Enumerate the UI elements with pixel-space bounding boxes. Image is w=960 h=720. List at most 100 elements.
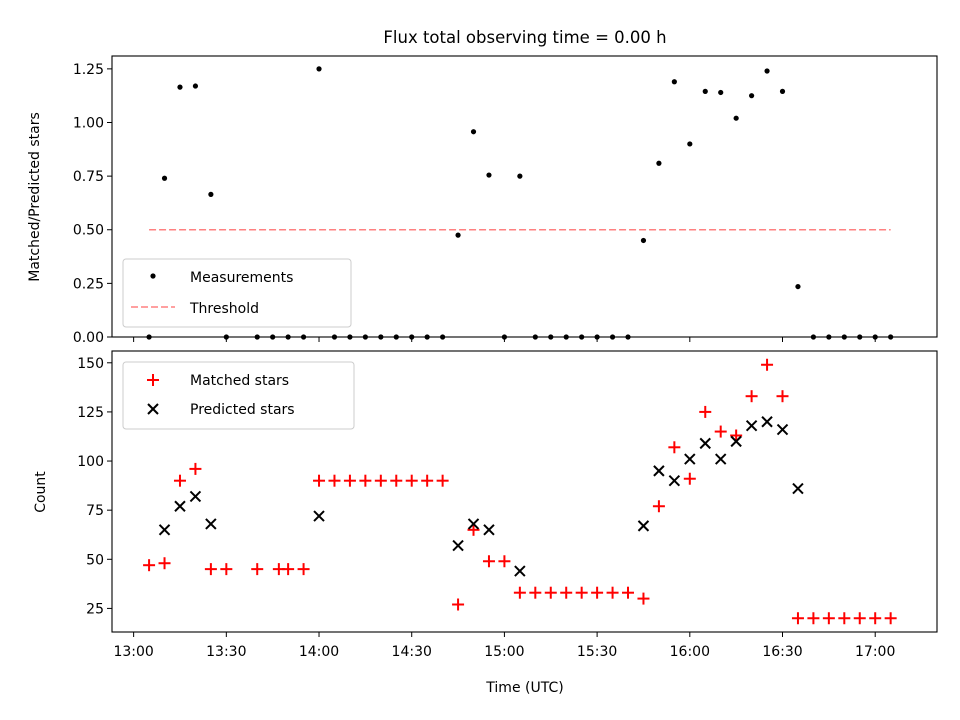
bottom-legend-box [122,361,355,430]
x-tick-label: 14:00 [299,644,339,660]
x-tick-label: 13:00 [113,644,153,660]
top-y-tick-label: 0.00 [73,330,104,346]
matched-stars-point [189,462,202,475]
matched-stars-point [791,612,804,625]
matched-stars-point [575,586,588,599]
matched-stars-point [714,425,727,438]
predicted-stars-point [189,490,202,503]
matched-stars-point [282,563,295,576]
measurement-point [517,173,523,179]
top-y-tick-label: 0.75 [73,169,104,185]
x-tick-label: 14:30 [392,644,432,660]
bottom-y-tick-label: 50 [86,552,104,568]
matched-stars-point [529,586,542,599]
top-plot-frame [111,55,938,338]
legend-threshold-label: Threshold [189,301,259,317]
x-tick-label: 16:30 [762,644,802,660]
predicted-stars-point [653,465,665,477]
matched-stars-point [297,563,310,576]
matched-stars-point [452,598,465,611]
matched-stars-point [761,358,774,371]
matched-stars-point [173,474,186,487]
bottom-legend: Matched stars Predicted stars [122,361,355,430]
measurement-point [671,79,677,85]
measurement-point [455,232,461,238]
matched-stars-point [560,586,573,599]
predicted-stars-point [776,423,789,436]
matched-stars-point [544,586,557,599]
bottom-y-tick-label: 150 [77,356,104,372]
top-legend-box [122,258,352,328]
matched-stars-point [143,559,156,572]
predicted-stars-point [761,416,773,428]
bottom-panel: Count Time (UTC) 25 50 75 100 125 150 13:00 13:… [33,350,938,696]
matched-stars-point [498,555,511,568]
predicted-stars-point [699,437,711,450]
matched-stars-point [745,390,758,403]
bottom-y-tick-label: 100 [77,454,104,470]
top-y-tick-label: 1.25 [73,62,104,78]
top-legend: Measurements Threshold [122,258,352,328]
measurement-point [161,175,168,181]
matched-stars-point [328,474,341,487]
top-panel: Flux total observing time = 0.00 h Match… [27,28,938,346]
matched-stars-point [374,474,387,487]
predicted-stars-point [514,565,526,577]
measurement-point [486,172,492,178]
top-chart-title: Flux total observing time = 0.00 h [383,28,666,47]
matched-stars-point [313,474,326,487]
matched-stars-point [683,472,696,485]
measurement-point [764,68,770,74]
predicted-stars-point [668,474,681,487]
matched-stars-point [776,390,789,403]
predicted-stars-point [174,500,186,512]
predicted-stars-point [792,482,804,495]
matched-stars-point [699,405,712,418]
predicted-stars-point [715,453,727,465]
predicted-stars-point [637,520,650,532]
predicted-stars-point [745,419,758,432]
matched-stars-point [343,474,356,487]
matched-stars-point [482,555,495,568]
bottom-y-axis-label: Count [33,471,49,513]
matched-stars-point [220,563,233,576]
top-y-tick-label: 0.50 [73,223,104,239]
measurement-point [640,237,647,244]
bottom-plot-frame [111,350,938,633]
matched-stars-point [869,612,882,625]
x-tick-label: 16:00 [670,644,710,660]
legend-measurements-marker [150,273,156,279]
measurement-point [795,283,801,290]
measurement-point [718,89,724,96]
measurement-point [192,83,199,89]
predicted-stars-point [452,539,464,552]
measurement-point [749,93,755,99]
matched-stars-point [251,563,264,576]
matched-stars-point [467,523,480,536]
legend-matched-marker [147,374,159,386]
matched-stars-point [436,474,449,487]
measurement-point [702,88,708,94]
matched-stars-point [158,557,171,570]
matched-stars-point [390,474,403,487]
measurement-point [656,160,662,166]
matched-stars-point [606,586,619,599]
matched-stars-point [884,612,897,625]
x-tick-label: 17:00 [855,644,895,660]
legend-measurements-label: Measurements [190,270,293,286]
bottom-y-tick-label: 125 [77,405,104,421]
predicted-stars-point [730,435,742,448]
x-axis-label: Time (UTC) [485,680,563,696]
predicted-stars-point [467,518,480,530]
measurement-point [208,191,214,197]
matched-stars-point [405,474,418,487]
bottom-y-tick-label: 25 [86,601,104,617]
x-tick-label: 15:30 [577,644,617,660]
matched-stars-point [591,586,604,599]
matched-stars-point [807,612,820,625]
legend-matched-label: Matched stars [190,373,289,389]
matched-stars-point [204,563,217,576]
measurement-point [177,84,183,90]
matched-stars-point [853,612,866,625]
